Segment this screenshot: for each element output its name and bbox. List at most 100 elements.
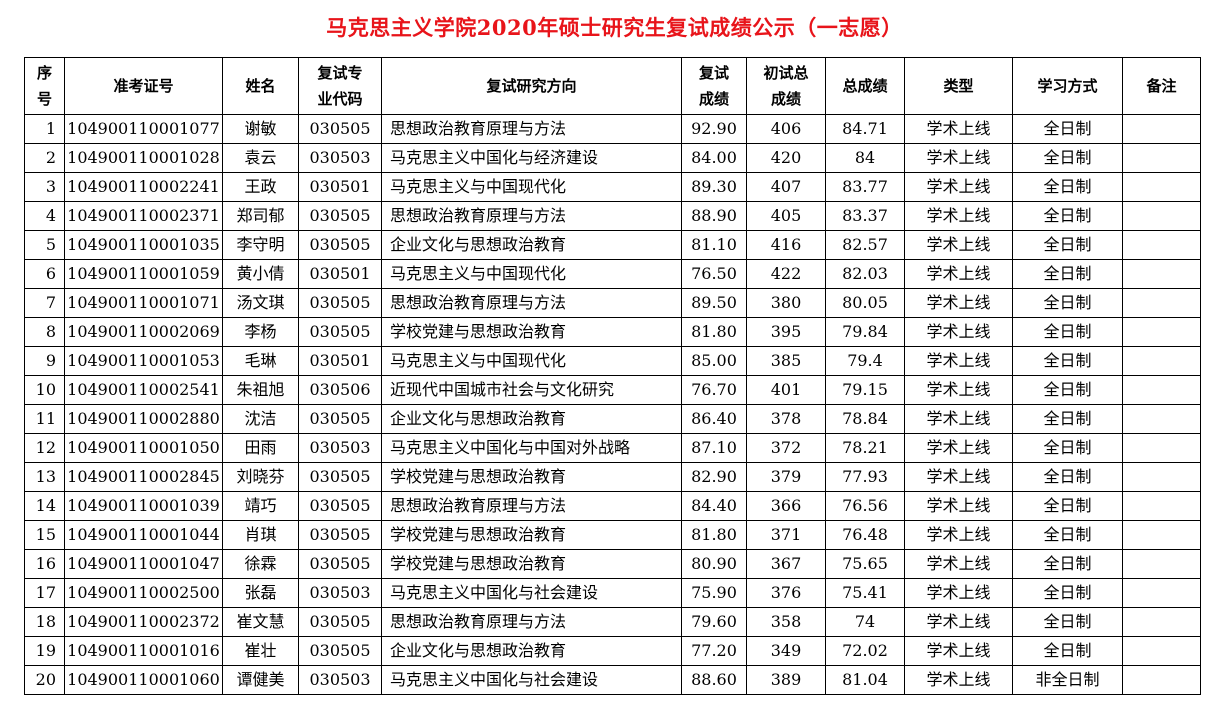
col-study-mode-cell: 全日制 — [1012, 433, 1123, 463]
table-row: 20 104900110001060 谭健美 030503 马克思主义中国化与社会建设 8… — [24, 665, 1201, 695]
col-initial-score-cell: 379 — [746, 462, 826, 492]
col-name-cell: 谭健美 — [222, 665, 299, 695]
col-total-score-cell: 79.15 — [825, 375, 905, 405]
col-retest-score-cell: 84.00 — [681, 143, 747, 173]
col-exam-id-cell: 104900110002845 — [64, 462, 223, 492]
header-col-type: 类型 — [904, 57, 1013, 115]
col-retest-score-cell: 76.50 — [681, 259, 747, 289]
table-row: 12 104900110001050 田雨 030503 马克思主义中国化与中国对外战略… — [24, 433, 1201, 463]
col-total-score-cell: 79.84 — [825, 317, 905, 347]
table-row: 15 104900110001044 肖琪 030505 学校党建与思想政治教育 81.8… — [24, 520, 1201, 550]
col-remarks-cell — [1122, 114, 1201, 144]
col-major-code-cell: 030505 — [298, 404, 382, 434]
col-initial-score-cell: 349 — [746, 636, 826, 666]
col-initial-score-cell: 405 — [746, 201, 826, 231]
results-table: 序号 准考证号 姓名 复试专业代码 复试研究方向 复试成绩 初试总成绩 总成绩 类型 学习方式 备注… — [24, 57, 1201, 695]
col-retest-score-cell: 81.80 — [681, 520, 747, 550]
col-retest-score-cell: 79.60 — [681, 607, 747, 637]
col-initial-score-cell: 358 — [746, 607, 826, 637]
col-retest-score-cell: 87.10 — [681, 433, 747, 463]
header-col-retest-score: 复试成绩 — [681, 57, 747, 115]
col-retest-score-cell: 81.80 — [681, 317, 747, 347]
table-row: 8 104900110002069 李杨 030505 学校党建与思想政治教育 81.80… — [24, 317, 1201, 347]
col-name-cell: 李守明 — [222, 230, 299, 260]
col-total-score-cell: 84 — [825, 143, 905, 173]
col-retest-score-cell: 80.90 — [681, 549, 747, 579]
header-label: 复试成绩 — [698, 64, 729, 108]
col-direction-cell: 思想政治教育原理与方法 — [381, 607, 682, 637]
table-row: 18 104900110002372 崔文慧 030505 思想政治教育原理与方法 79.… — [24, 607, 1201, 637]
col-major-code-cell: 030505 — [298, 317, 382, 347]
col-remarks-cell — [1122, 636, 1201, 666]
col-study-mode-cell: 全日制 — [1012, 491, 1123, 521]
col-exam-id-cell: 104900110001050 — [64, 433, 223, 463]
col-study-mode-cell: 全日制 — [1012, 143, 1123, 173]
table-row: 1 104900110001077 谢敏 030505 思想政治教育原理与方法 92.90… — [24, 114, 1201, 144]
col-exam-id-cell: 104900110001059 — [64, 259, 223, 289]
col-retest-score-cell: 77.20 — [681, 636, 747, 666]
col-initial-score-cell: 385 — [746, 346, 826, 376]
col-index-cell: 17 — [24, 578, 65, 608]
col-index-cell: 20 — [24, 665, 65, 695]
header-col-index: 序号 — [24, 57, 65, 115]
col-major-code-cell: 030505 — [298, 520, 382, 550]
header-label: 类型 — [943, 77, 974, 95]
col-study-mode-cell: 全日制 — [1012, 404, 1123, 434]
col-retest-score-cell: 88.60 — [681, 665, 747, 695]
col-remarks-cell — [1122, 259, 1201, 289]
col-exam-id-cell: 104900110001016 — [64, 636, 223, 666]
col-direction-cell: 马克思主义与中国现代化 — [381, 259, 682, 289]
table-row: 3 104900110002241 王政 030501 马克思主义与中国现代化 89.30… — [24, 172, 1201, 202]
col-major-code-cell: 030501 — [298, 259, 382, 289]
header-col-remarks: 备注 — [1122, 57, 1201, 115]
col-major-code-cell: 030505 — [298, 491, 382, 521]
col-exam-id-cell: 104900110001039 — [64, 491, 223, 521]
col-total-score-cell: 82.57 — [825, 230, 905, 260]
col-study-mode-cell: 全日制 — [1012, 520, 1123, 550]
col-initial-score-cell: 420 — [746, 143, 826, 173]
col-remarks-cell — [1122, 346, 1201, 376]
col-exam-id-cell: 104900110001053 — [64, 346, 223, 376]
col-total-score-cell: 82.03 — [825, 259, 905, 289]
table-row: 5 104900110001035 李守明 030505 企业文化与思想政治教育 81.1… — [24, 230, 1201, 260]
header-label: 复试专业代码 — [317, 64, 363, 108]
header-col-exam-id: 准考证号 — [64, 57, 223, 115]
col-exam-id-cell: 104900110001071 — [64, 288, 223, 318]
col-retest-score-cell: 89.50 — [681, 288, 747, 318]
col-retest-score-cell: 82.90 — [681, 462, 747, 492]
table-row: 7 104900110001071 汤文琪 030505 思想政治教育原理与方法 89.5… — [24, 288, 1201, 318]
col-name-cell: 刘晓芬 — [222, 462, 299, 492]
col-exam-id-cell: 104900110001077 — [64, 114, 223, 144]
col-exam-id-cell: 104900110001047 — [64, 549, 223, 579]
col-direction-cell: 马克思主义中国化与经济建设 — [381, 143, 682, 173]
col-index-cell: 1 — [24, 114, 65, 144]
col-total-score-cell: 76.48 — [825, 520, 905, 550]
col-type-cell: 学术上线 — [904, 404, 1013, 434]
col-major-code-cell: 030505 — [298, 201, 382, 231]
col-study-mode-cell: 全日制 — [1012, 201, 1123, 231]
col-remarks-cell — [1122, 404, 1201, 434]
table-row: 14 104900110001039 靖巧 030505 思想政治教育原理与方法 84.4… — [24, 491, 1201, 521]
col-name-cell: 靖巧 — [222, 491, 299, 521]
col-total-score-cell: 81.04 — [825, 665, 905, 695]
col-retest-score-cell: 81.10 — [681, 230, 747, 260]
col-total-score-cell: 72.02 — [825, 636, 905, 666]
col-index-cell: 5 — [24, 230, 65, 260]
col-direction-cell: 马克思主义与中国现代化 — [381, 172, 682, 202]
header-label: 学习方式 — [1037, 77, 1098, 95]
col-direction-cell: 学校党建与思想政治教育 — [381, 549, 682, 579]
header-col-major-code: 复试专业代码 — [298, 57, 382, 115]
col-direction-cell: 企业文化与思想政治教育 — [381, 636, 682, 666]
col-exam-id-cell: 104900110002880 — [64, 404, 223, 434]
col-type-cell: 学术上线 — [904, 520, 1013, 550]
col-name-cell: 张磊 — [222, 578, 299, 608]
col-remarks-cell — [1122, 462, 1201, 492]
col-exam-id-cell: 104900110002500 — [64, 578, 223, 608]
col-index-cell: 7 — [24, 288, 65, 318]
col-total-score-cell: 78.84 — [825, 404, 905, 434]
col-initial-score-cell: 406 — [746, 114, 826, 144]
col-total-score-cell: 77.93 — [825, 462, 905, 492]
col-index-cell: 18 — [24, 607, 65, 637]
col-type-cell: 学术上线 — [904, 201, 1013, 231]
col-index-cell: 13 — [24, 462, 65, 492]
